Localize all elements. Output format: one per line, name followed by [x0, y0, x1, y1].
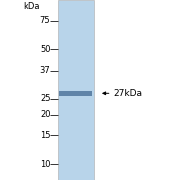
Bar: [59, 91, 92, 96]
Text: kDa: kDa: [23, 2, 40, 11]
Text: 75: 75: [40, 16, 50, 25]
Text: 10: 10: [40, 160, 50, 169]
Bar: [58, 0, 94, 180]
Text: 50: 50: [40, 45, 50, 54]
Text: 27kDa: 27kDa: [113, 89, 142, 98]
Text: 25: 25: [40, 94, 50, 103]
Text: 20: 20: [40, 110, 50, 119]
Text: 37: 37: [40, 66, 50, 75]
Text: 15: 15: [40, 131, 50, 140]
